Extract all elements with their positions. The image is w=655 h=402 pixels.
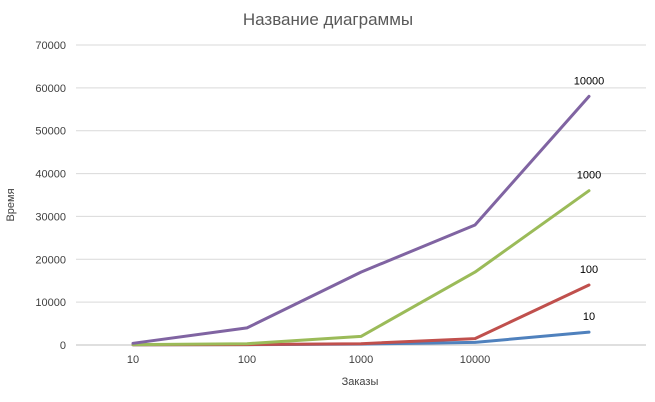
y-tick-label: 40000 [35, 169, 66, 181]
gridlines [76, 44, 646, 303]
series-line-1000 [131, 189, 591, 347]
y-tick-label: 0 [60, 340, 66, 352]
x-tick-label: 1000 [349, 354, 373, 366]
x-tick-label: 100 [238, 354, 256, 366]
series-label-1000: 1000 [577, 170, 601, 182]
y-tick-label: 20000 [35, 254, 66, 266]
series-label-10: 10 [583, 311, 595, 323]
x-tick-label: 10 [127, 354, 139, 366]
series-lines [131, 94, 591, 347]
x-axis-title: Заказы [342, 376, 379, 388]
y-axis-title: Время [5, 188, 17, 221]
series-label-10000: 10000 [574, 75, 605, 87]
y-tick-label: 10000 [35, 297, 66, 309]
chart-title: Название диаграммы [243, 10, 413, 29]
series-labels: 10 100 1000 10000 [574, 75, 605, 323]
series-label-100: 100 [580, 264, 598, 276]
y-tick-label: 70000 [35, 40, 66, 52]
y-tick-label: 60000 [35, 83, 66, 95]
series-line-10000 [131, 94, 591, 345]
x-tick-label: 10000 [460, 354, 491, 366]
y-tick-label: 50000 [35, 126, 66, 138]
y-tick-label: 30000 [35, 211, 66, 223]
